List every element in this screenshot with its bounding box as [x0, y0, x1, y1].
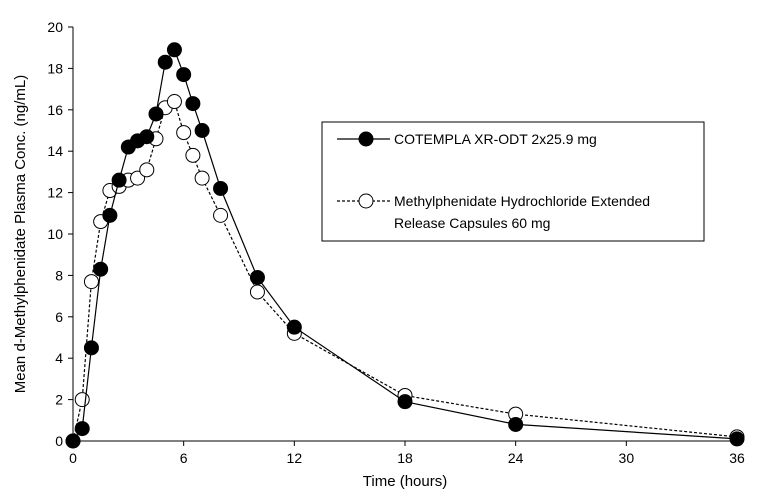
x-tick-label: 6	[180, 450, 188, 466]
data-point	[213, 180, 229, 196]
x-tick-label: 36	[729, 450, 745, 466]
data-point	[194, 170, 210, 186]
series-1	[65, 42, 745, 449]
x-axis-title: Time (hours)	[363, 473, 447, 490]
y-tick-label: 2	[55, 392, 63, 408]
x-tick-label: 24	[508, 450, 524, 466]
data-point	[194, 123, 210, 138]
data-point	[213, 207, 229, 223]
data-point	[185, 96, 201, 112]
y-tick-label: 12	[47, 185, 63, 201]
legend-label: Methylphenidate Hydrochloride Extended	[394, 193, 650, 209]
y-tick-label: 6	[55, 309, 63, 325]
y-axis-title: Mean d-Methylphenidate Plasma Conc. (ng/…	[12, 75, 29, 394]
legend-marker	[358, 131, 374, 147]
legend: COTEMPLA XR-ODT 2x25.9 mg Methylphenidate…	[321, 121, 705, 242]
data-point	[139, 129, 155, 145]
x-tick-label: 0	[69, 450, 77, 466]
data-point	[93, 261, 109, 277]
y-tick-label: 18	[47, 60, 63, 76]
data-point	[508, 416, 524, 432]
legend-label: Release Capsules 60 mg	[394, 215, 550, 231]
y-tick-label: 20	[47, 19, 63, 35]
y-tick-label: 8	[55, 267, 63, 283]
data-point	[397, 394, 413, 410]
data-point	[74, 392, 90, 408]
legend-label: COTEMPLA XR-ODT 2x25.9 mg	[394, 131, 597, 147]
data-point	[166, 94, 182, 110]
data-point	[83, 274, 99, 290]
y-tick-label: 0	[55, 433, 63, 449]
data-point	[176, 67, 192, 83]
data-point	[65, 433, 81, 449]
x-tick-label: 18	[397, 450, 413, 466]
data-point	[83, 340, 99, 356]
x-tick-label: 30	[619, 450, 635, 466]
legend-marker	[358, 193, 374, 209]
legend-box	[321, 121, 705, 242]
data-point	[185, 147, 201, 163]
y-tick-label: 10	[47, 226, 63, 242]
series-layer	[65, 42, 745, 449]
data-point	[74, 421, 90, 437]
data-point	[111, 172, 127, 188]
x-tick-label: 12	[287, 450, 303, 466]
data-point	[176, 125, 192, 141]
data-point	[157, 54, 173, 70]
data-point	[249, 284, 265, 300]
y-tick-label: 14	[47, 143, 63, 159]
data-point	[166, 42, 182, 58]
data-point	[139, 162, 155, 178]
data-point	[249, 269, 265, 285]
data-point	[729, 431, 745, 447]
data-point	[102, 207, 118, 223]
data-point	[148, 106, 164, 122]
y-tick-label: 16	[47, 102, 63, 118]
data-point	[286, 319, 302, 335]
y-tick-label: 4	[55, 350, 63, 366]
